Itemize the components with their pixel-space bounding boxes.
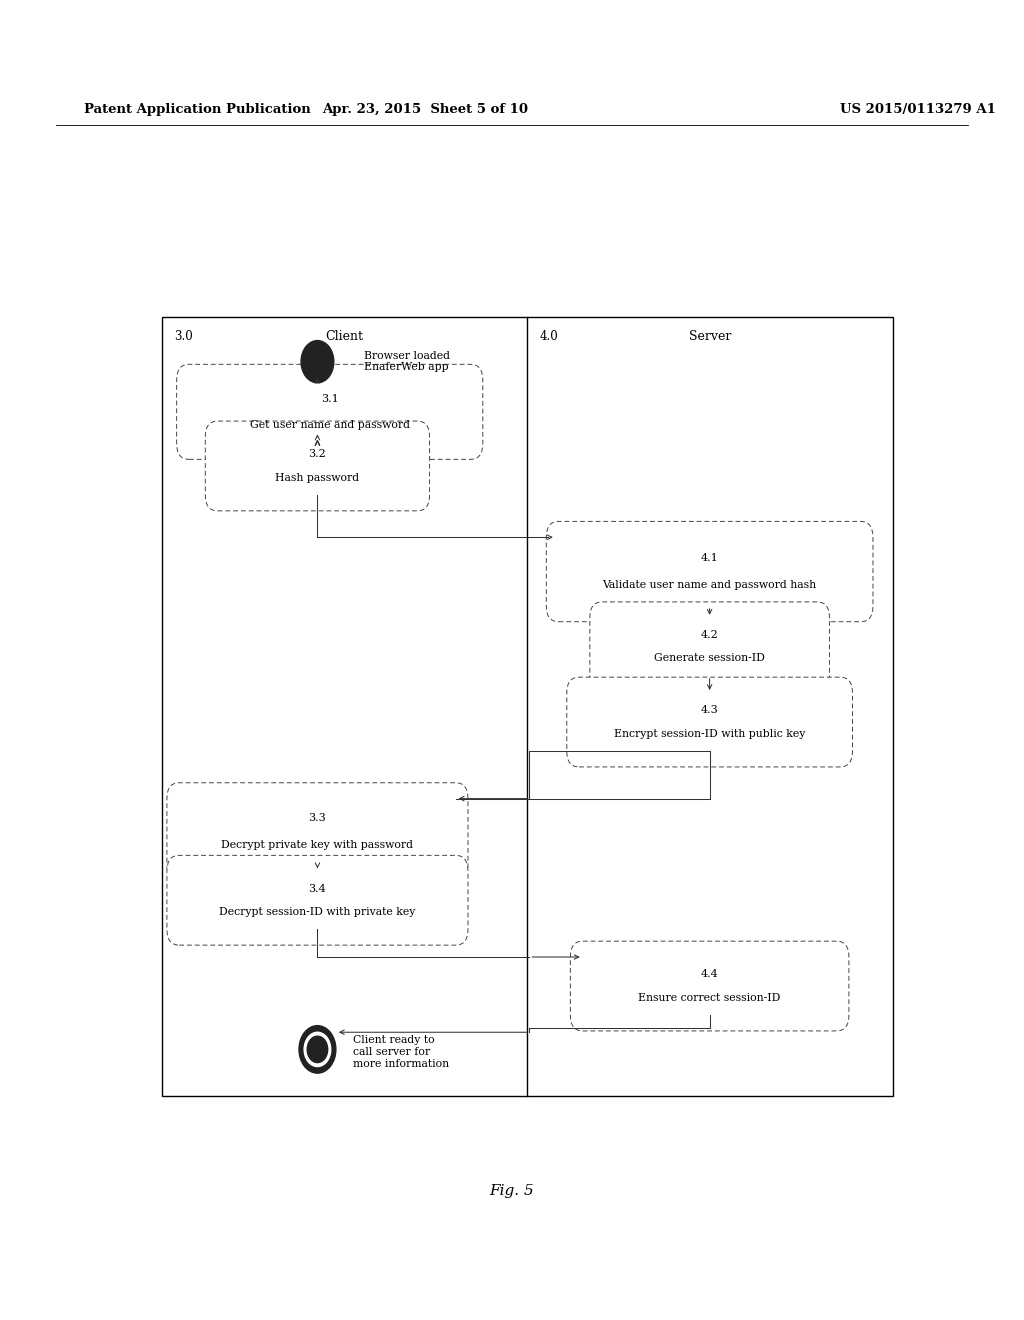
Text: 3.3: 3.3 bbox=[308, 813, 327, 824]
Text: Client ready to
call server for
more information: Client ready to call server for more inf… bbox=[353, 1035, 450, 1069]
Text: 4.0: 4.0 bbox=[540, 330, 558, 343]
Text: 4.2: 4.2 bbox=[700, 630, 719, 640]
Text: 3.4: 3.4 bbox=[308, 883, 327, 894]
FancyBboxPatch shape bbox=[566, 677, 852, 767]
Text: Server: Server bbox=[689, 330, 731, 343]
Text: 3.2: 3.2 bbox=[308, 449, 327, 459]
FancyBboxPatch shape bbox=[570, 941, 849, 1031]
Text: 4.1: 4.1 bbox=[700, 553, 719, 562]
Text: Ensure correct session-ID: Ensure correct session-ID bbox=[638, 993, 781, 1003]
FancyBboxPatch shape bbox=[590, 602, 829, 692]
Text: Encrypt session-ID with public key: Encrypt session-ID with public key bbox=[614, 729, 805, 739]
Text: Generate session-ID: Generate session-ID bbox=[654, 653, 765, 664]
Text: Decrypt private key with password: Decrypt private key with password bbox=[221, 840, 414, 850]
Text: Hash password: Hash password bbox=[275, 473, 359, 483]
Circle shape bbox=[301, 341, 334, 383]
Text: Get user name and password: Get user name and password bbox=[250, 420, 410, 429]
Text: 4.3: 4.3 bbox=[700, 705, 719, 715]
Text: Decrypt session-ID with private key: Decrypt session-ID with private key bbox=[219, 907, 416, 917]
Text: 4.4: 4.4 bbox=[700, 969, 719, 979]
Text: Patent Application Publication: Patent Application Publication bbox=[84, 103, 310, 116]
Text: 3.1: 3.1 bbox=[321, 395, 339, 404]
FancyBboxPatch shape bbox=[167, 855, 468, 945]
FancyBboxPatch shape bbox=[167, 783, 468, 880]
Text: Validate user name and password hash: Validate user name and password hash bbox=[602, 581, 817, 590]
Bar bbox=[162, 317, 893, 1096]
FancyBboxPatch shape bbox=[205, 421, 430, 511]
Text: Fig. 5: Fig. 5 bbox=[489, 1184, 535, 1197]
Text: Browser loaded
EnaferWeb app: Browser loaded EnaferWeb app bbox=[364, 351, 450, 372]
FancyBboxPatch shape bbox=[176, 364, 483, 459]
Text: Apr. 23, 2015  Sheet 5 of 10: Apr. 23, 2015 Sheet 5 of 10 bbox=[322, 103, 528, 116]
Circle shape bbox=[307, 1036, 328, 1063]
Text: US 2015/0113279 A1: US 2015/0113279 A1 bbox=[840, 103, 995, 116]
Text: Client: Client bbox=[326, 330, 364, 343]
Circle shape bbox=[299, 1026, 336, 1073]
Text: 3.0: 3.0 bbox=[174, 330, 193, 343]
FancyBboxPatch shape bbox=[547, 521, 872, 622]
Circle shape bbox=[304, 1032, 331, 1067]
